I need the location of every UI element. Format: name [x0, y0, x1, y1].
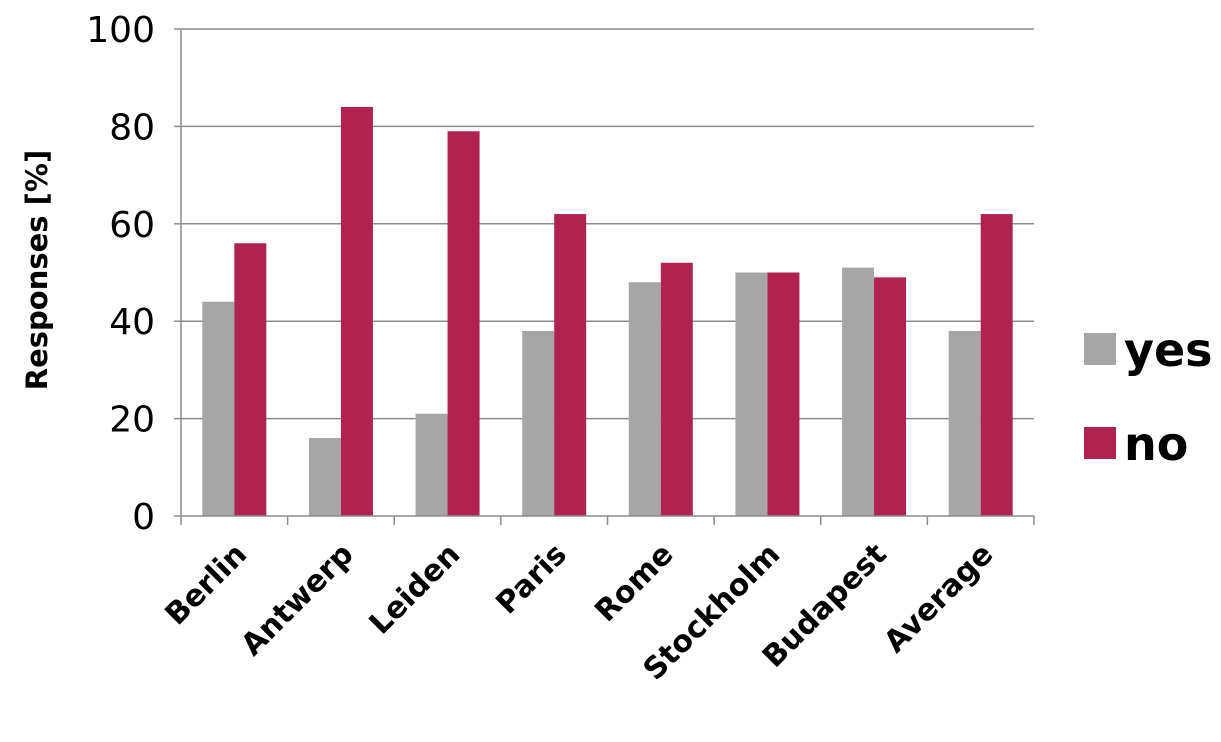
- y-tick-label: 80: [109, 107, 155, 148]
- bars: [202, 106, 1013, 517]
- bar-no-leiden: [447, 131, 480, 516]
- bar-yes-paris: [522, 330, 555, 516]
- y-tick-label: 0: [132, 497, 155, 538]
- y-tick-label: 40: [109, 302, 155, 343]
- bar-yes-stockholm: [735, 272, 768, 516]
- bar-no-budapest: [874, 277, 907, 516]
- y-tick-labels: 0 20 40 60 80 100: [86, 10, 155, 538]
- bar-no-antwerp: [340, 106, 373, 517]
- x-category-label: Berlin: [159, 537, 254, 632]
- bar-no-average: [980, 214, 1013, 516]
- y-tick-label: 100: [86, 10, 155, 51]
- bar-no-stockholm: [767, 272, 800, 516]
- y-axis-title: Responses [%]: [20, 150, 54, 390]
- x-category-label: Antwerp: [235, 537, 361, 663]
- x-category-label: Leiden: [363, 537, 468, 642]
- bar-no-paris: [554, 214, 587, 516]
- legend: yes no: [1084, 323, 1213, 471]
- bar-no-berlin: [234, 243, 267, 516]
- legend-label-no: no: [1124, 417, 1188, 471]
- x-category-label: Rome: [588, 537, 680, 629]
- legend-swatch-no: [1084, 427, 1116, 459]
- x-category-label: Paris: [489, 537, 573, 621]
- bar-yes-leiden: [415, 413, 448, 516]
- legend-swatch-yes: [1084, 333, 1116, 365]
- bar-yes-budapest: [842, 267, 875, 516]
- axes: [180, 29, 1035, 525]
- legend-label-yes: yes: [1124, 323, 1213, 377]
- y-tick-label: 20: [109, 400, 155, 441]
- bar-yes-berlin: [202, 301, 235, 516]
- bar-yes-average: [948, 330, 981, 516]
- x-category-label: Average: [877, 537, 1000, 660]
- bar-no-rome: [660, 262, 693, 516]
- bar-yes-rome: [628, 282, 661, 516]
- bar-yes-antwerp: [308, 438, 341, 516]
- y-tick-label: 60: [109, 205, 155, 246]
